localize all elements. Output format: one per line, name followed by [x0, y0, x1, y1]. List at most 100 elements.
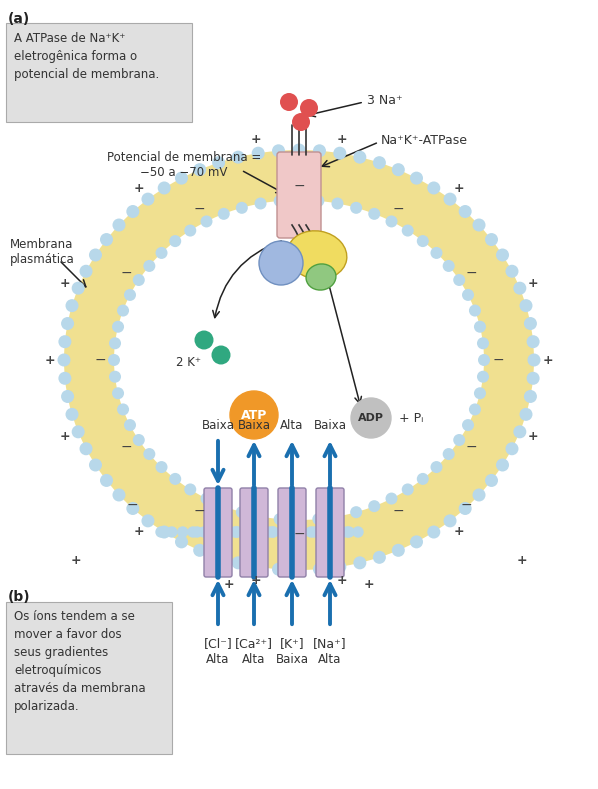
FancyBboxPatch shape	[254, 488, 268, 577]
Circle shape	[392, 544, 405, 557]
Circle shape	[193, 163, 206, 176]
Circle shape	[520, 299, 532, 312]
Circle shape	[59, 335, 71, 348]
Circle shape	[252, 147, 265, 159]
Circle shape	[386, 492, 398, 504]
Circle shape	[246, 527, 257, 537]
Circle shape	[431, 247, 443, 259]
Text: −: −	[194, 202, 205, 216]
Text: +: +	[45, 353, 55, 367]
Circle shape	[193, 544, 206, 557]
FancyBboxPatch shape	[316, 488, 330, 577]
Circle shape	[100, 233, 113, 246]
Circle shape	[368, 500, 380, 512]
Text: +: +	[133, 182, 144, 195]
Circle shape	[255, 197, 267, 210]
Text: −: −	[393, 202, 404, 216]
Circle shape	[126, 502, 139, 515]
Circle shape	[218, 500, 230, 512]
Circle shape	[280, 93, 298, 111]
Circle shape	[350, 202, 362, 214]
Circle shape	[142, 193, 154, 206]
Circle shape	[443, 260, 454, 272]
Circle shape	[252, 527, 262, 537]
Circle shape	[459, 205, 472, 218]
Text: Alta: Alta	[206, 653, 230, 666]
Circle shape	[61, 317, 74, 330]
Circle shape	[527, 353, 541, 367]
Ellipse shape	[64, 150, 534, 570]
Text: −: −	[194, 503, 205, 518]
Circle shape	[117, 403, 129, 416]
Circle shape	[342, 527, 352, 537]
Text: −: −	[492, 353, 504, 367]
Circle shape	[333, 527, 343, 537]
Circle shape	[230, 527, 240, 537]
Text: +: +	[543, 353, 553, 367]
Circle shape	[221, 527, 231, 537]
Text: −: −	[465, 440, 477, 454]
Circle shape	[188, 527, 198, 537]
Circle shape	[72, 425, 85, 439]
Circle shape	[155, 461, 167, 473]
Text: +: +	[454, 525, 465, 538]
Circle shape	[513, 282, 526, 294]
Text: +: +	[364, 578, 374, 590]
Text: +: +	[60, 430, 71, 443]
Circle shape	[231, 556, 245, 570]
Circle shape	[80, 443, 93, 455]
Circle shape	[124, 419, 136, 431]
Circle shape	[478, 354, 490, 366]
Text: +: +	[71, 554, 81, 567]
Circle shape	[89, 458, 102, 472]
Circle shape	[527, 372, 539, 385]
Circle shape	[66, 408, 78, 421]
Text: Na⁺K⁺-ATPase: Na⁺K⁺-ATPase	[381, 133, 468, 147]
Text: +: +	[224, 578, 234, 590]
Text: Alta: Alta	[318, 653, 341, 666]
Circle shape	[241, 527, 251, 537]
Circle shape	[462, 419, 474, 431]
Circle shape	[89, 249, 102, 261]
Circle shape	[184, 225, 196, 237]
Circle shape	[284, 527, 294, 537]
Circle shape	[158, 181, 170, 194]
Circle shape	[505, 443, 518, 455]
Circle shape	[272, 563, 285, 576]
Circle shape	[112, 387, 124, 399]
Circle shape	[279, 527, 289, 537]
Circle shape	[392, 163, 405, 176]
Circle shape	[496, 458, 509, 472]
Circle shape	[453, 274, 465, 286]
Circle shape	[108, 354, 120, 366]
Circle shape	[353, 151, 367, 163]
Circle shape	[444, 193, 456, 206]
FancyBboxPatch shape	[292, 488, 306, 577]
Circle shape	[156, 527, 166, 537]
Circle shape	[292, 113, 310, 131]
Circle shape	[485, 233, 498, 246]
Circle shape	[351, 398, 391, 438]
Circle shape	[80, 265, 93, 278]
Ellipse shape	[259, 241, 303, 285]
Circle shape	[178, 527, 188, 537]
Circle shape	[373, 551, 386, 564]
Circle shape	[184, 484, 196, 495]
FancyBboxPatch shape	[204, 488, 218, 577]
Circle shape	[469, 403, 481, 416]
Circle shape	[293, 194, 305, 206]
Text: +: +	[251, 574, 261, 587]
Circle shape	[109, 337, 121, 350]
Circle shape	[453, 434, 465, 446]
Circle shape	[169, 473, 181, 485]
Circle shape	[61, 390, 74, 403]
Circle shape	[268, 527, 278, 537]
Text: +: +	[454, 182, 465, 195]
Text: −: −	[121, 266, 133, 280]
Circle shape	[472, 219, 486, 231]
Circle shape	[431, 461, 443, 473]
Circle shape	[144, 260, 155, 272]
Text: Alta: Alta	[242, 653, 266, 666]
Circle shape	[443, 448, 454, 460]
Circle shape	[210, 527, 220, 537]
